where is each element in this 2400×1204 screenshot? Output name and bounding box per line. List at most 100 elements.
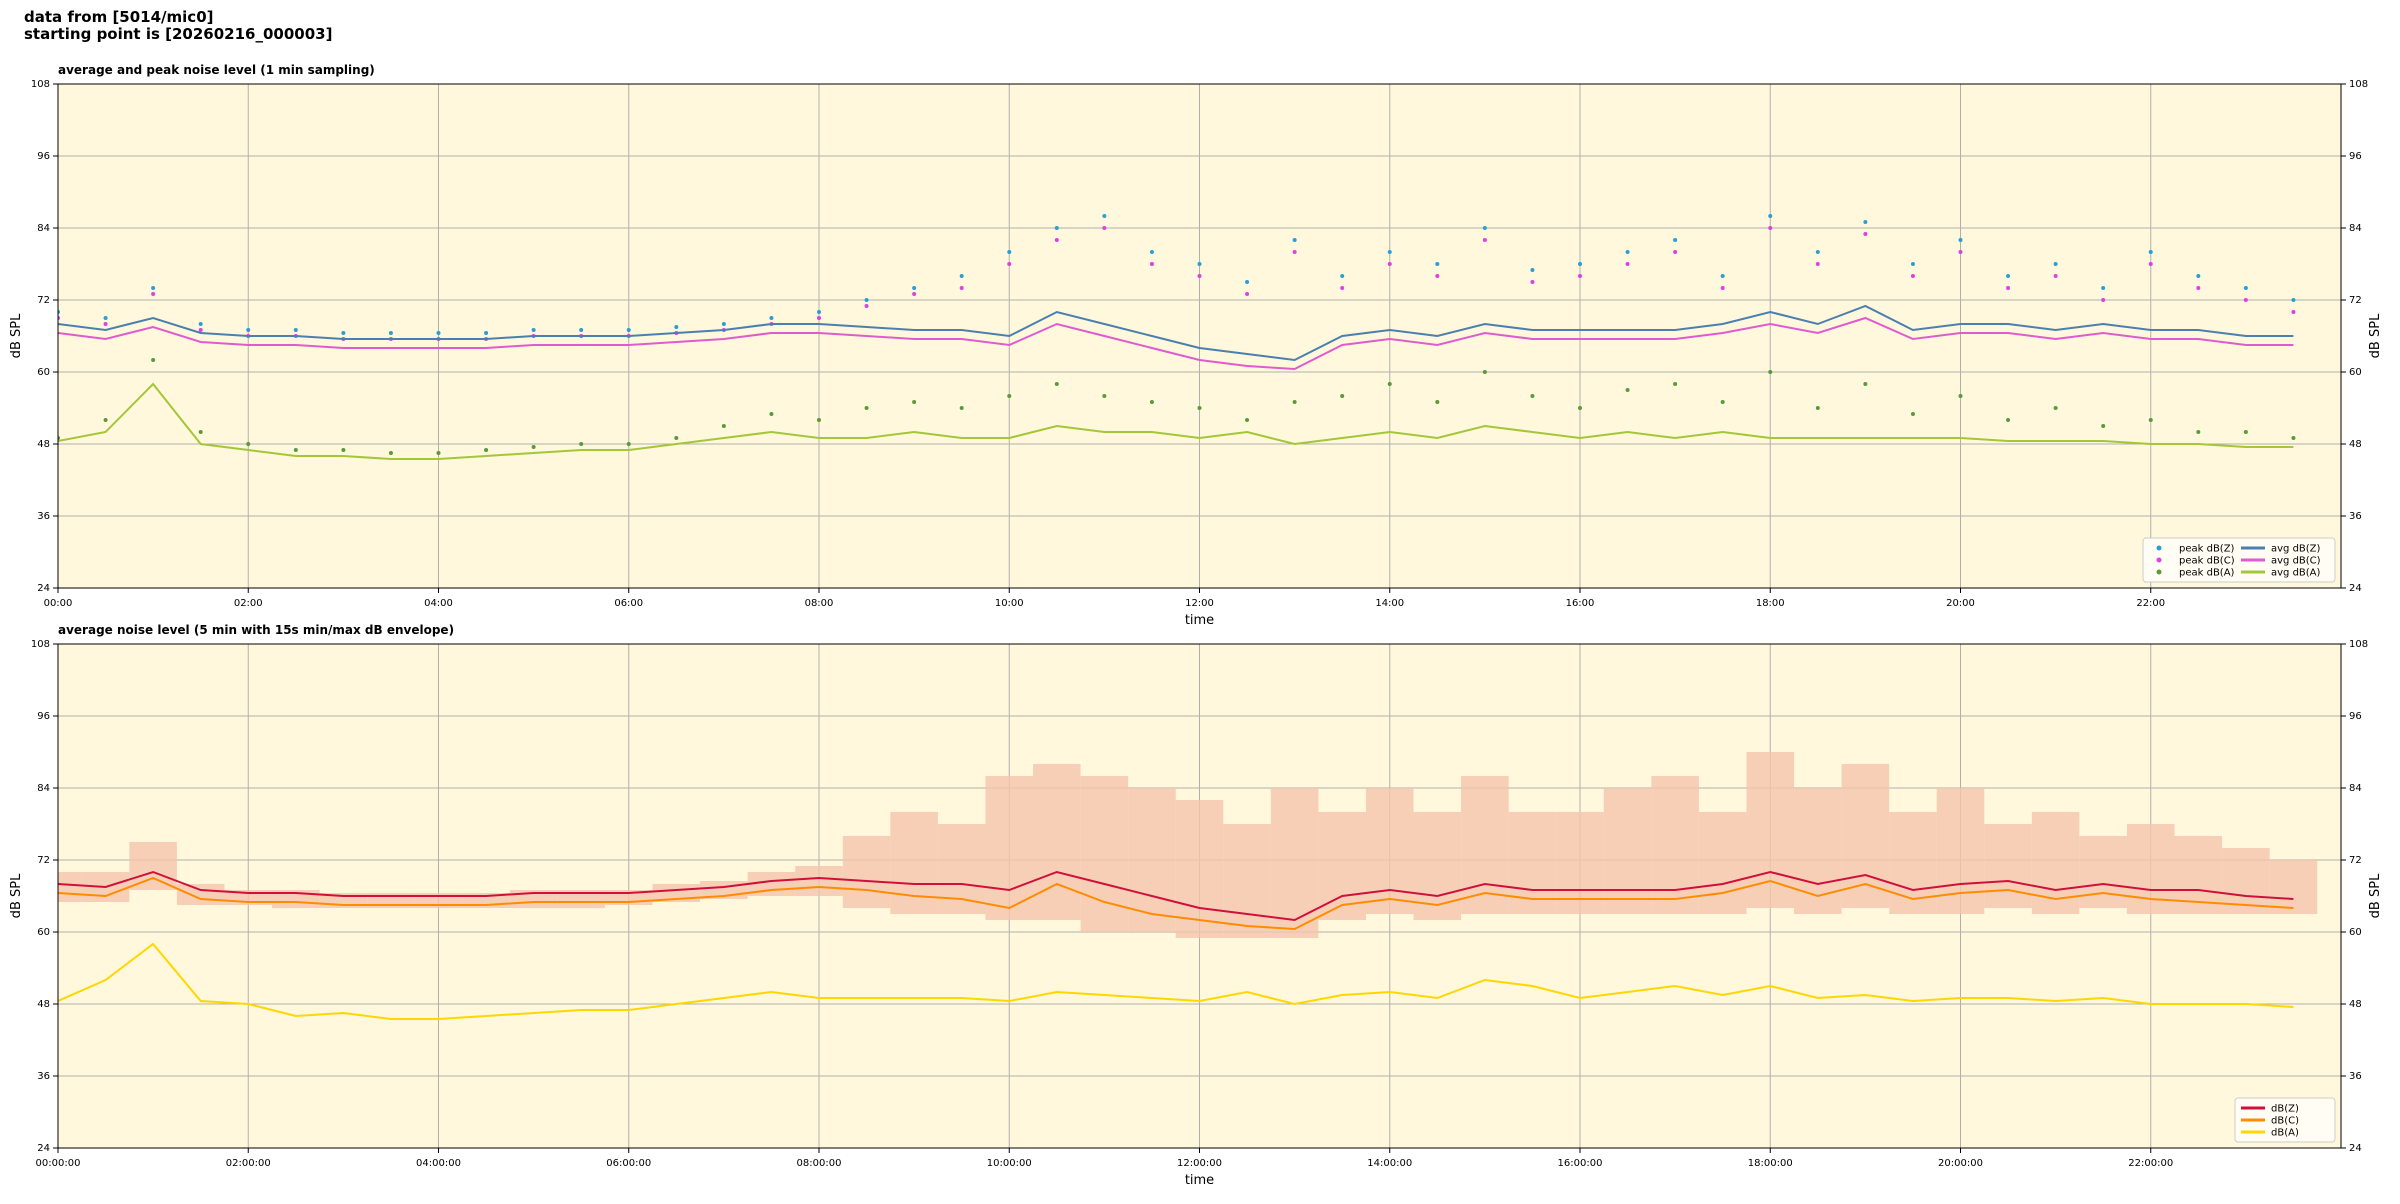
peak-point bbox=[1910, 274, 1915, 278]
peak-point bbox=[1149, 400, 1154, 404]
peak-point bbox=[151, 292, 156, 296]
x-tick-label: 08:00:00 bbox=[797, 1158, 842, 1169]
peak-point bbox=[1863, 220, 1868, 224]
envelope bbox=[1651, 776, 1699, 914]
peak-point bbox=[817, 418, 821, 422]
peak-point bbox=[1245, 292, 1250, 296]
envelope bbox=[1841, 764, 1890, 908]
header-line: starting point is [20260216_000003] bbox=[24, 25, 332, 43]
peak-point bbox=[2196, 286, 2201, 290]
envelope bbox=[985, 776, 1034, 920]
peak-point bbox=[2196, 430, 2201, 434]
peak-point bbox=[1958, 238, 1963, 242]
peak-point bbox=[484, 331, 489, 335]
peak-point bbox=[1292, 250, 1297, 254]
envelope bbox=[795, 866, 843, 896]
x-tick-label: 04:00 bbox=[424, 598, 453, 609]
peak-point bbox=[1245, 280, 1250, 284]
legend-box bbox=[2142, 537, 2336, 583]
peak-point bbox=[293, 448, 298, 452]
peak-point bbox=[198, 430, 203, 434]
x-tick-label: 10:00 bbox=[995, 598, 1024, 609]
plot-area bbox=[58, 214, 2296, 460]
legend-label: dB(C) bbox=[2271, 1116, 2299, 1127]
peak-point bbox=[626, 328, 631, 332]
legend-marker bbox=[2156, 569, 2162, 575]
peak-point bbox=[1102, 226, 1107, 230]
peak-point bbox=[1340, 394, 1345, 398]
peak-point bbox=[1482, 226, 1487, 230]
legend-label: avg dB(A) bbox=[2271, 568, 2321, 579]
peak-point bbox=[1197, 262, 1202, 266]
legend-label: avg dB(C) bbox=[2271, 556, 2321, 567]
peak-point bbox=[1435, 262, 1440, 266]
series-line bbox=[58, 382, 2294, 460]
peak-point bbox=[2243, 286, 2248, 290]
y-tick-label: 84 bbox=[2349, 223, 2362, 234]
peak-point bbox=[912, 292, 917, 296]
envelope bbox=[1365, 788, 1414, 914]
peak-point bbox=[912, 400, 917, 404]
peak-point bbox=[959, 406, 964, 410]
envelope bbox=[1128, 788, 1176, 932]
x-tick-label: 20:00:00 bbox=[1938, 1158, 1983, 1169]
peak-point bbox=[1578, 406, 1582, 410]
peak-point bbox=[103, 418, 108, 422]
peak-point bbox=[626, 442, 631, 446]
x-tick-label: 02:00 bbox=[234, 598, 263, 609]
y-tick-label: 36 bbox=[2349, 1071, 2362, 1082]
envelope bbox=[1270, 788, 1319, 938]
peak-point bbox=[864, 304, 869, 308]
peak-point bbox=[1149, 262, 1154, 266]
peak-point bbox=[1482, 370, 1487, 374]
legend-marker bbox=[2156, 557, 2162, 563]
peak-point bbox=[1340, 274, 1345, 278]
x-tick-label: 00:00 bbox=[44, 598, 73, 609]
x-tick-label: 16:00:00 bbox=[1558, 1158, 1603, 1169]
y-axis-label: dB SPL bbox=[9, 873, 24, 918]
peak-point bbox=[436, 451, 441, 455]
envelope bbox=[1033, 764, 1081, 920]
header-line: data from [5014/mic0] bbox=[24, 8, 214, 26]
peak-point bbox=[1197, 406, 1202, 410]
y-tick-label: 24 bbox=[2349, 1143, 2362, 1154]
envelope bbox=[937, 824, 986, 914]
peak-point bbox=[341, 448, 346, 452]
y-tick-label: 48 bbox=[37, 439, 50, 450]
y-tick-label: 84 bbox=[2349, 783, 2362, 794]
chart-subtitle: average noise level (5 min with 15s min/… bbox=[58, 623, 454, 637]
envelope bbox=[1175, 800, 1224, 938]
series-line bbox=[58, 870, 2294, 922]
peak-point bbox=[1245, 418, 1250, 422]
y-tick-label: 108 bbox=[31, 79, 50, 90]
peak-point bbox=[2243, 298, 2248, 302]
peak-point bbox=[912, 286, 917, 290]
y-tick-label: 48 bbox=[2349, 439, 2362, 450]
peak-point bbox=[1673, 250, 1678, 254]
peak-point bbox=[1578, 262, 1582, 266]
peak-point bbox=[1768, 370, 1773, 374]
peak-point bbox=[1435, 400, 1440, 404]
y-tick-label: 60 bbox=[2349, 927, 2362, 938]
peak-point bbox=[2006, 274, 2011, 278]
envelope bbox=[1984, 824, 2032, 908]
peak-point bbox=[1054, 238, 1059, 242]
peak-point bbox=[1387, 250, 1392, 254]
peak-point bbox=[388, 331, 393, 335]
x-tick-label: 20:00 bbox=[1946, 598, 1975, 609]
y-tick-label: 108 bbox=[2349, 79, 2368, 90]
y-tick-label: 96 bbox=[2349, 711, 2362, 722]
y-tick-label: 108 bbox=[2349, 639, 2368, 650]
peak-point bbox=[2006, 418, 2011, 422]
peak-point bbox=[864, 298, 869, 302]
legend-label: dB(A) bbox=[2271, 1128, 2299, 1139]
peak-point bbox=[2053, 262, 2058, 266]
peak-point bbox=[769, 412, 774, 416]
envelope bbox=[842, 836, 891, 908]
x-tick-label: 16:00 bbox=[1566, 598, 1595, 609]
peak-point bbox=[579, 328, 584, 332]
envelope bbox=[129, 842, 177, 890]
y-tick-label: 24 bbox=[2349, 583, 2362, 594]
